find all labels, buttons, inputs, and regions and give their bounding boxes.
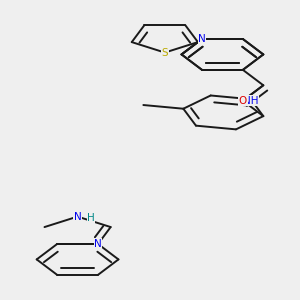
- Text: N: N: [94, 239, 102, 249]
- Text: H: H: [87, 213, 95, 223]
- Text: O: O: [239, 96, 247, 106]
- Text: N: N: [198, 34, 206, 44]
- Text: NH: NH: [243, 96, 258, 106]
- Text: N: N: [74, 212, 81, 222]
- Text: S: S: [161, 48, 168, 58]
